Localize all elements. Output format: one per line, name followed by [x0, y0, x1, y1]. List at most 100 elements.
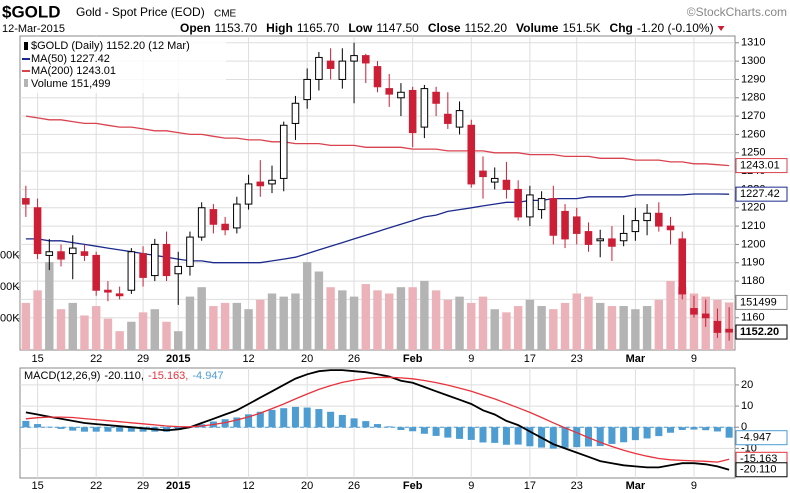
histogram-bar — [163, 427, 171, 432]
candle-body — [221, 223, 229, 231]
histogram-bar — [373, 424, 382, 428]
x-tick-label: Feb — [403, 353, 423, 365]
volume-bar — [256, 299, 265, 350]
x-tick-label: 17 — [524, 480, 536, 492]
volume-bar — [408, 287, 417, 350]
candle-body — [432, 91, 440, 104]
y-tick-label: 1250 — [741, 147, 765, 159]
candle-body — [279, 124, 288, 179]
histogram-bar — [502, 427, 510, 445]
y-tick-label: 20 — [741, 379, 753, 391]
x-tick-label: 9 — [691, 353, 697, 365]
x-tick-label: 9 — [468, 353, 474, 365]
y-tick-label: 1260 — [741, 128, 765, 140]
volume-bar — [595, 302, 605, 350]
volume-bar — [361, 284, 370, 350]
x-tick-label: 15 — [31, 480, 43, 492]
volume-bar — [560, 302, 570, 350]
x-tick-label: 12 — [242, 353, 254, 365]
histogram-bar — [233, 417, 241, 428]
histogram-bar — [245, 414, 253, 428]
y-tick-label: 0 — [741, 421, 747, 433]
histogram-bar — [268, 409, 276, 428]
legend-label: -4.947 — [192, 370, 223, 382]
candle-body — [455, 110, 464, 128]
candle-body — [713, 320, 722, 333]
volume-bar — [174, 331, 183, 350]
x-tick-label: Feb — [403, 480, 423, 492]
x-tick-label: 26 — [348, 353, 360, 365]
histogram-bar — [702, 427, 710, 431]
candle-body — [666, 225, 675, 231]
candle-body — [22, 198, 30, 205]
candle-body — [678, 238, 687, 295]
volume-bar — [431, 290, 441, 350]
volume-bar — [197, 287, 206, 350]
candle-body — [68, 247, 77, 255]
candle-body — [209, 209, 218, 225]
candle-body — [584, 231, 593, 245]
legend-label: -20.110, — [104, 370, 144, 382]
histogram-bar — [655, 427, 663, 437]
histogram-bar — [643, 427, 651, 439]
candle-body — [643, 212, 651, 222]
candle-body — [725, 328, 733, 333]
candle-body — [315, 56, 323, 80]
x-tick-label: 22 — [90, 353, 102, 365]
candle-body — [549, 198, 558, 236]
volume-bar — [162, 321, 171, 350]
histogram-bar — [596, 427, 604, 447]
volume-bar — [467, 302, 476, 350]
histogram-bar — [350, 418, 358, 428]
stat-value: 151.5K — [562, 21, 600, 35]
volume-bar — [666, 280, 675, 350]
candle-body — [326, 60, 335, 69]
candle-body — [80, 251, 89, 256]
candle-body — [479, 170, 487, 178]
histogram-bar — [491, 427, 499, 443]
candle-body — [596, 238, 604, 242]
source: ©StockCharts.com — [687, 5, 787, 19]
histogram-bar — [69, 427, 77, 431]
stat-value: 1153.70 — [215, 21, 258, 35]
histogram-bar — [444, 427, 452, 438]
volume-bar — [291, 293, 300, 350]
candle-body — [537, 198, 546, 211]
date: 12-Mar-2015 — [2, 23, 65, 35]
volume-bar — [209, 306, 218, 350]
histogram-bar — [584, 427, 592, 447]
value-box-label: 1152.20 — [740, 326, 779, 338]
x-tick-label: 15 — [31, 353, 43, 365]
x-tick-label: 23 — [571, 480, 583, 492]
volume-bar — [619, 306, 628, 350]
x-tick-label: 17 — [524, 353, 536, 365]
macd-legend: MACD(12,26,9) -20.110, -15.163, -4.947 — [24, 370, 224, 382]
volume-bar — [549, 309, 558, 350]
legend-label: Volume 151,499 — [31, 78, 111, 90]
candle-body — [291, 102, 300, 124]
x-tick-label: 29 — [137, 480, 149, 492]
legend-label: MA(200) 1243.01 — [31, 65, 116, 77]
histogram-bar — [432, 427, 440, 436]
histogram-bar — [315, 409, 323, 428]
volume-bar — [326, 287, 335, 350]
x-tick-label: 20 — [301, 353, 313, 365]
x-tick-label: 22 — [90, 480, 102, 492]
volume-bar — [33, 290, 42, 350]
histogram-bar — [667, 427, 675, 433]
macd-line — [25, 369, 730, 471]
legend-icon — [24, 42, 28, 50]
candle-body — [701, 313, 710, 319]
histogram-bar — [116, 427, 124, 432]
histogram-bar — [34, 424, 42, 428]
volume-bar — [103, 318, 113, 350]
volume-bar — [642, 306, 652, 350]
x-tick-label: 9 — [468, 480, 474, 492]
y-tick-label: 1190 — [741, 257, 765, 269]
volume-bar — [513, 306, 523, 350]
volume-bar — [115, 331, 124, 350]
histogram-bar — [327, 411, 335, 428]
histogram-bar — [467, 427, 475, 440]
candle-body — [420, 88, 429, 128]
